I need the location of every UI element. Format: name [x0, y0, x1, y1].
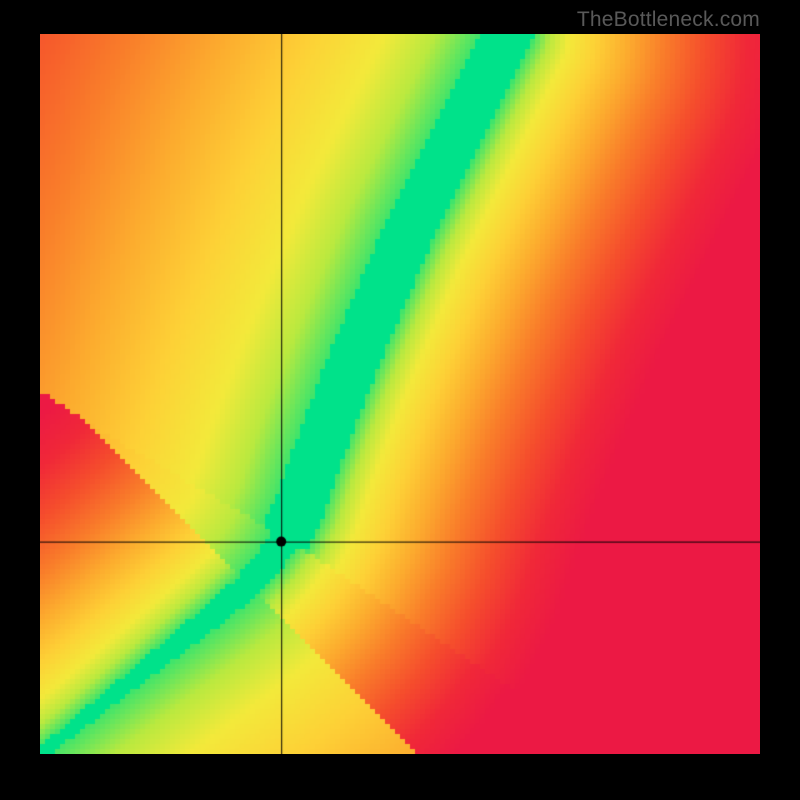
watermark-text: TheBottleneck.com — [577, 8, 760, 32]
heatmap-plot — [40, 34, 760, 754]
heatmap-canvas — [40, 34, 760, 754]
